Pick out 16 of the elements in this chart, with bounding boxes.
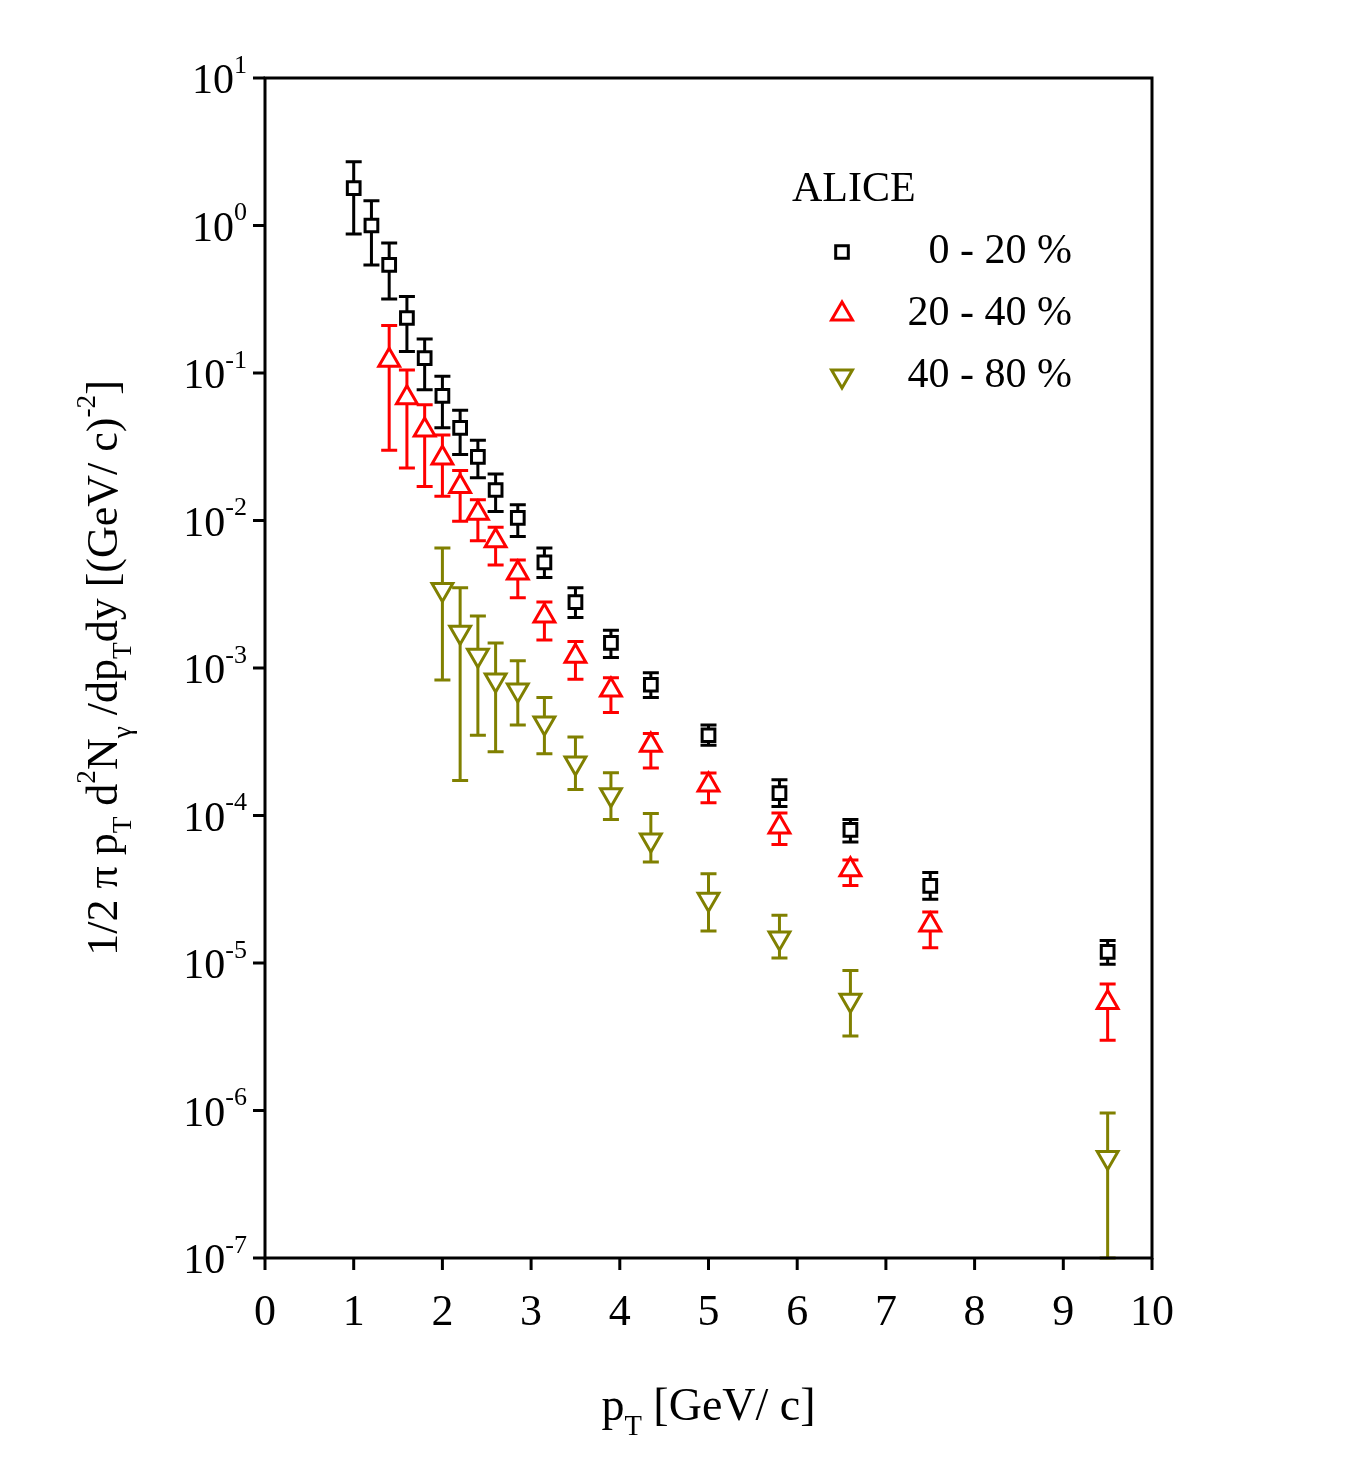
x-tick-label: 2 xyxy=(431,1285,454,1335)
x-tick-label: 5 xyxy=(697,1285,720,1335)
legend-label: 0 - 20 % xyxy=(928,226,1073,273)
legend-title: ALICE xyxy=(792,164,916,211)
x-tick-label: 8 xyxy=(963,1285,986,1335)
x-tick-label: 3 xyxy=(520,1285,543,1335)
x-tick-label: 10 xyxy=(1130,1285,1174,1335)
x-tick-label: 1 xyxy=(342,1285,365,1335)
x-tick-label: 4 xyxy=(608,1285,631,1335)
legend-label: 20 - 40 % xyxy=(907,288,1073,335)
x-tick-label: 9 xyxy=(1052,1285,1075,1335)
legend-label: 40 - 80 % xyxy=(907,350,1073,397)
x-tick-label: 6 xyxy=(786,1285,809,1335)
x-tick-label: 0 xyxy=(254,1285,276,1335)
text: 1/2 π pT d2Nγ /dpTdy [(GeV/ c)-2] xyxy=(71,380,138,956)
x-tick-label: 7 xyxy=(874,1285,897,1335)
